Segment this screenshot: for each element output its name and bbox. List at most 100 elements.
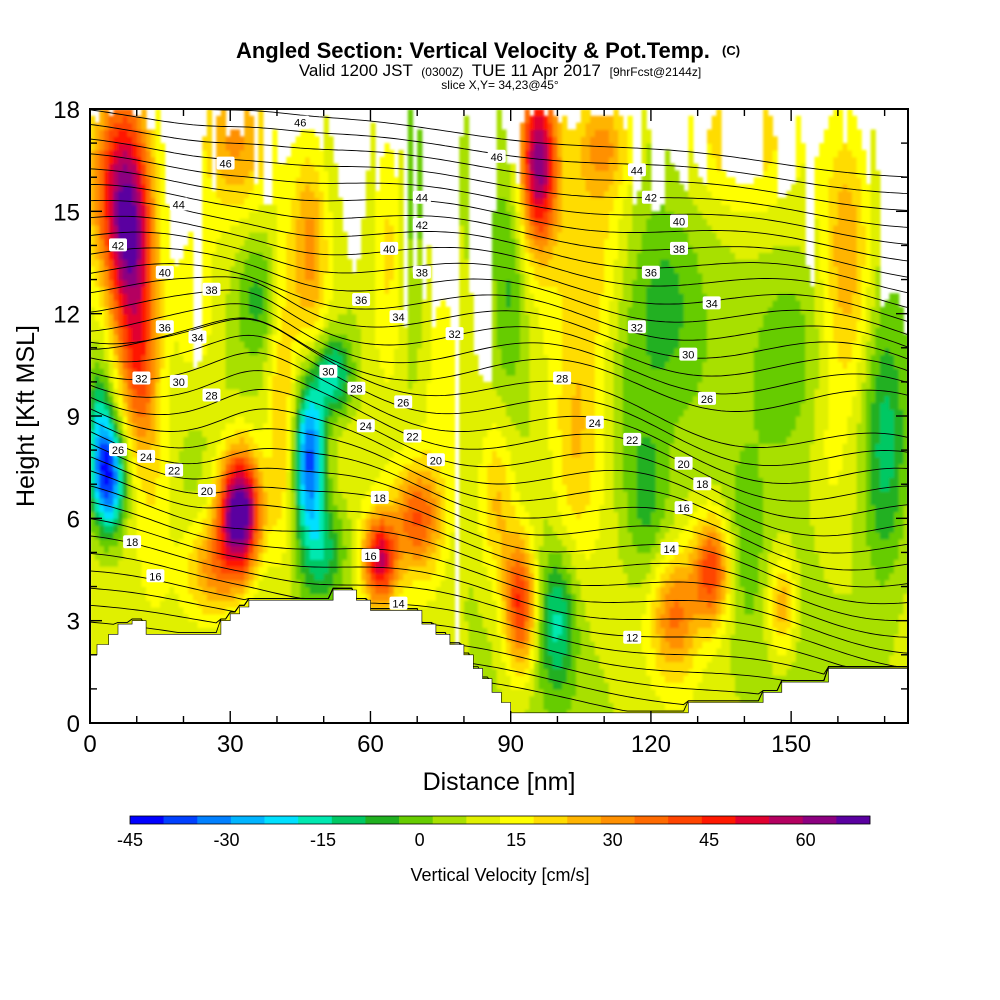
velocity-cell — [795, 245, 802, 301]
velocity-cell — [674, 579, 680, 601]
velocity-cell — [459, 136, 465, 226]
theta-label-bg — [487, 149, 506, 163]
velocity-cell — [113, 531, 119, 547]
velocity-cell — [711, 620, 717, 635]
velocity-cell — [417, 511, 423, 526]
velocity-cell — [216, 525, 222, 560]
velocity-cell — [646, 675, 652, 723]
velocity-cell — [211, 190, 217, 253]
velocity-cell — [491, 600, 498, 670]
velocity-cell — [94, 402, 100, 417]
theta-label-text: 12 — [626, 633, 638, 645]
velocity-cell — [763, 211, 769, 253]
velocity-cell — [646, 572, 652, 594]
velocity-cell — [435, 306, 442, 465]
velocity-cell — [889, 477, 895, 533]
velocity-cell — [202, 572, 208, 594]
theta-label-text: 26 — [701, 394, 713, 406]
velocity-cell — [571, 593, 577, 697]
theta-label-bg — [123, 535, 142, 549]
velocity-cell — [258, 450, 264, 472]
velocity-cell — [384, 552, 390, 567]
velocity-cell — [557, 429, 563, 513]
velocity-cell — [136, 129, 143, 144]
velocity-cell — [384, 504, 390, 513]
velocity-cell — [566, 552, 573, 574]
velocity-cell — [300, 402, 306, 410]
velocity-cell — [646, 525, 652, 554]
velocity-cell — [206, 525, 213, 540]
velocity-cell — [225, 593, 231, 601]
velocity-cell — [328, 586, 334, 608]
velocity-cell — [150, 443, 157, 506]
velocity-cell — [118, 122, 124, 131]
velocity-cell — [202, 559, 208, 574]
velocity-cell — [739, 184, 745, 212]
velocity-cell — [248, 463, 255, 472]
velocity-cell — [707, 224, 713, 478]
velocity-cell — [707, 613, 713, 629]
velocity-cell — [104, 497, 110, 506]
velocity-cell — [557, 395, 563, 431]
velocity-cell — [146, 504, 152, 601]
velocity-cell — [225, 388, 231, 424]
velocity-cell — [225, 477, 231, 485]
velocity-cell — [636, 586, 643, 723]
velocity-cell — [543, 354, 549, 519]
velocity-cell — [244, 552, 250, 560]
velocity-cell — [118, 156, 124, 171]
velocity-cell — [543, 593, 549, 670]
velocity-cell — [305, 129, 311, 158]
velocity-cell — [735, 259, 741, 465]
velocity-cell — [482, 436, 488, 567]
velocity-cell — [412, 559, 418, 567]
velocity-cell — [305, 429, 311, 451]
velocity-cell — [108, 477, 114, 492]
velocity-cell — [202, 450, 208, 506]
velocity-cell — [879, 491, 886, 540]
velocity-cell — [875, 327, 881, 376]
velocity-cell — [842, 313, 848, 369]
velocity-cell — [865, 286, 872, 342]
velocity-cell — [136, 416, 143, 438]
velocity-cell — [781, 245, 788, 294]
velocity-cell — [884, 579, 890, 676]
velocity-cell — [239, 245, 245, 274]
velocity-cell — [707, 190, 713, 226]
velocity-cell — [314, 334, 320, 342]
velocity-cell — [487, 429, 493, 465]
velocity-cell — [856, 361, 862, 424]
velocity-cell — [305, 156, 311, 185]
velocity-cell — [370, 579, 376, 588]
theta-label-text: 34 — [191, 333, 203, 345]
velocity-cell — [319, 559, 325, 581]
velocity-cell — [721, 579, 727, 601]
velocity-cell — [515, 647, 521, 663]
velocity-cell — [141, 143, 147, 165]
velocity-cell — [772, 443, 778, 540]
velocity-cell — [127, 184, 133, 274]
velocity-cell — [707, 497, 713, 513]
velocity-cell — [552, 286, 559, 492]
velocity-cell — [786, 579, 792, 629]
velocity-cell — [557, 552, 563, 574]
velocity-cell — [267, 245, 273, 335]
theta-label: 26 — [109, 443, 127, 457]
velocity-cell — [295, 293, 301, 335]
theta-label: 28 — [202, 388, 221, 403]
velocity-cell — [384, 586, 390, 594]
velocity-cell — [613, 129, 619, 171]
velocity-cell — [510, 641, 516, 656]
velocity-cell — [239, 436, 245, 451]
velocity-cell — [608, 143, 615, 158]
velocity-cell — [384, 566, 390, 574]
velocity-cell — [435, 463, 442, 492]
theta-label-text: 30 — [682, 350, 694, 362]
velocity-cell — [127, 450, 133, 472]
velocity-cell — [407, 238, 414, 390]
theta-contour-line — [90, 276, 908, 360]
velocity-cell — [234, 607, 241, 615]
theta-label-bg — [674, 456, 693, 470]
velocity-cell — [538, 204, 544, 219]
theta-label: 42 — [412, 218, 431, 232]
